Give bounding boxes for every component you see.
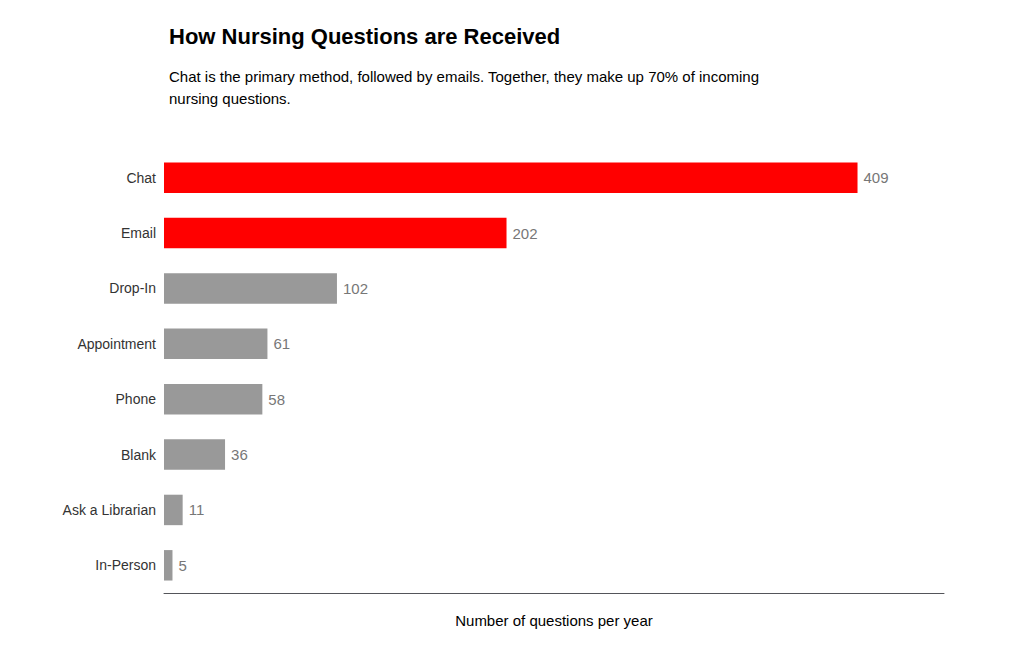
svg-text:58: 58 xyxy=(268,391,285,408)
svg-text:In-Person: In-Person xyxy=(95,557,156,573)
svg-text:Phone: Phone xyxy=(116,391,157,407)
svg-text:Ask a Librarian: Ask a Librarian xyxy=(63,502,156,518)
svg-text:11: 11 xyxy=(189,501,205,518)
svg-text:Number of questions per year: Number of questions per year xyxy=(455,612,653,629)
svg-text:202: 202 xyxy=(513,225,538,242)
svg-text:Chat: Chat xyxy=(126,170,156,186)
svg-text:Chat is the primary method, fo: Chat is the primary method, followed by … xyxy=(169,68,759,85)
svg-text:Email: Email xyxy=(121,225,156,241)
svg-text:Blank: Blank xyxy=(121,447,157,463)
svg-text:36: 36 xyxy=(231,446,248,463)
svg-text:Appointment: Appointment xyxy=(77,336,156,352)
svg-text:61: 61 xyxy=(273,335,290,352)
svg-text:Drop-In: Drop-In xyxy=(109,280,156,296)
svg-text:102: 102 xyxy=(343,280,368,297)
svg-text:nursing questions.: nursing questions. xyxy=(169,90,291,107)
svg-text:5: 5 xyxy=(178,557,186,574)
svg-text:409: 409 xyxy=(864,169,889,186)
svg-text:How Nursing Questions are Rece: How Nursing Questions are Received xyxy=(169,24,560,49)
